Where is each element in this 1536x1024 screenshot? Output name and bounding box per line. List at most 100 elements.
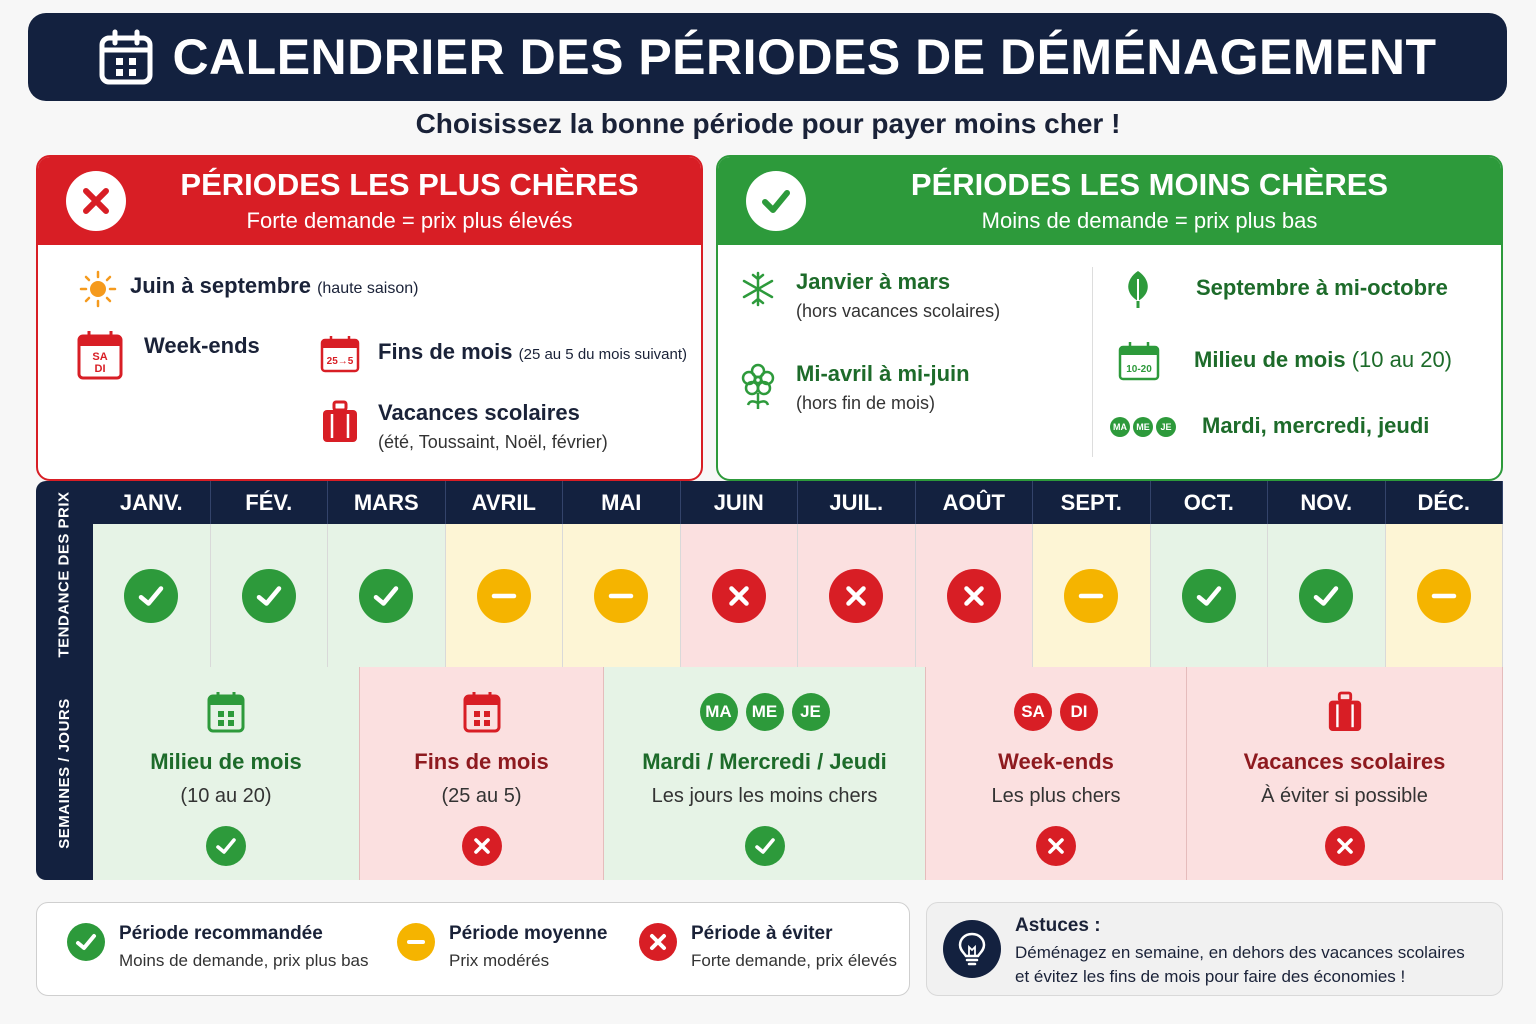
month-header: OCT. <box>1150 481 1268 524</box>
autumn-label: Septembre à mi-octobre <box>1196 275 1448 300</box>
item-holidays: Vacances scolaires (été, Toussaint, Noël… <box>320 400 608 453</box>
month-cell <box>445 524 563 667</box>
item-weekdays: MA ME JE Mardi, mercredi, jeudi <box>1110 411 1429 439</box>
tips-title: Astuces : <box>1015 915 1101 936</box>
legend-mid: Période moyenne Prix modérés <box>397 923 607 971</box>
item-spring: Mi-avril à mi-juin (hors fin de mois) <box>738 361 970 414</box>
tips-line-1: Déménagez en semaine, en dehors des vaca… <box>1015 943 1465 962</box>
pill-je: JE <box>1156 417 1176 437</box>
week-cell-sub: Les jours les moins chers <box>651 785 878 807</box>
mid-month-calendar-icon: 10-20 <box>1118 342 1160 381</box>
tips-line-2: et évitez les fins de mois pour faire de… <box>1015 967 1406 986</box>
weekend-icon-sa: SA <box>92 351 107 363</box>
sun-icon <box>79 270 117 308</box>
weekdays-label: Mardi, mercredi, jeudi <box>1202 413 1430 438</box>
trend-side-label: TENDANCE DES PRIX <box>36 481 93 667</box>
calendar-icon <box>99 29 153 85</box>
weeks-days-grid: SEMAINES / JOURS Milieu de mois (10 au 20… <box>36 667 1503 880</box>
minus-icon <box>1416 568 1471 623</box>
month-header: MAI <box>563 481 681 524</box>
page-title: CALENDRIER DES PÉRIODES DE DÉMÉNAGEMENT <box>172 29 1437 85</box>
month-cell <box>1268 524 1386 667</box>
month-cell <box>1033 524 1151 667</box>
expensive-periods-panel: PÉRIODES LES PLUS CHÈRES Forte demande =… <box>36 155 703 481</box>
legend-mid-title: Période moyenne <box>449 923 608 944</box>
month-cell <box>915 524 1033 667</box>
week-cell-sub: À éviter si possible <box>1261 785 1428 807</box>
month-header: AOÛT <box>915 481 1033 524</box>
week-cell-sub: (25 au 5) <box>441 785 522 807</box>
cross-icon <box>66 171 126 231</box>
weekends-label: Week-ends <box>144 333 260 358</box>
check-icon <box>241 568 296 623</box>
mid-month-icon-text: 10-20 <box>1126 364 1152 375</box>
winter-sub: (hors vacances scolaires) <box>796 301 1001 321</box>
legend-check-icon <box>67 923 105 961</box>
cheap-periods-panel: PÉRIODES LES MOINS CHÈRES Moins de deman… <box>716 155 1503 481</box>
week-cell-sub: Les plus chers <box>991 785 1121 807</box>
legend-bad-title: Période à éviter <box>691 923 833 944</box>
month-header: DÉC. <box>1385 481 1503 524</box>
item-weekends: SA DI Week-ends <box>76 329 260 381</box>
cheap-panel-header: PÉRIODES LES MOINS CHÈRES Moins de deman… <box>718 157 1501 245</box>
month-header: SEPT. <box>1033 481 1151 524</box>
week-cell: Vacances scolaires À éviter si possible <box>1187 667 1503 880</box>
expensive-title: PÉRIODES LES PLUS CHÈRES <box>180 166 639 202</box>
month-end-label: Fins de mois <box>378 339 513 364</box>
month-cell <box>1385 524 1503 667</box>
holidays-sub: (été, Toussaint, Noël, février) <box>378 432 608 452</box>
week-cell-title: Week-ends <box>998 749 1114 774</box>
minus-icon <box>594 568 649 623</box>
month-header: FÉV. <box>210 481 328 524</box>
week-cell-title: Vacances scolaires <box>1243 749 1446 774</box>
pill-me: ME <box>1133 417 1153 437</box>
check-icon <box>359 568 414 623</box>
expensive-subtitle: Forte demande = prix plus élevés <box>246 208 573 234</box>
week-cell: MA ME JE Mardi / Mercredi / Jeudi Les jours … <box>604 667 926 880</box>
legend-good-title: Période recommandée <box>119 923 323 944</box>
week-cell-title: Fins de mois <box>414 749 549 774</box>
expensive-panel-header: PÉRIODES LES PLUS CHÈRES Forte demande =… <box>38 157 701 245</box>
month-end-icon-text: 25→5 <box>327 356 354 367</box>
summer-note: (haute saison) <box>317 280 419 297</box>
week-cell: Milieu de mois (10 au 20) <box>93 667 360 880</box>
panel-divider <box>1092 267 1093 457</box>
week-cell-title: Milieu de mois <box>150 749 302 774</box>
month-cell <box>798 524 916 667</box>
weekend-icon-di: DI <box>95 363 106 375</box>
check-icon <box>1181 568 1236 623</box>
holidays-label: Vacances scolaires <box>378 400 580 425</box>
item-summer: Juin à septembre (haute saison) <box>78 269 418 309</box>
snowflake-icon <box>742 271 774 307</box>
check-icon <box>124 568 179 623</box>
month-cell <box>93 524 211 667</box>
lightbulb-icon <box>943 920 1001 978</box>
spring-label: Mi-avril à mi-juin <box>796 361 970 386</box>
week-cell-title: Mardi / Mercredi / Jeudi <box>642 749 887 774</box>
weekday-pills: MA ME JE <box>1110 417 1176 437</box>
month-end-calendar-icon: 25→5 <box>320 336 360 373</box>
month-header: JUIL. <box>798 481 916 524</box>
legend-minus-icon <box>397 923 435 961</box>
check-icon <box>746 171 806 231</box>
spring-sub: (hors fin de mois) <box>796 393 936 413</box>
suitcase-icon <box>1328 691 1361 731</box>
price-trend-grid: TENDANCE DES PRIX JANV. FÉV. MARS AVRIL MAI J… <box>36 481 1503 667</box>
cheap-title: PÉRIODES LES MOINS CHÈRES <box>910 166 1389 202</box>
cross-icon <box>829 568 884 623</box>
month-grid: JANV. FÉV. MARS AVRIL MAI JUIN JUIL. AOÛT SEPT. O… <box>93 481 1503 667</box>
legend: Période recommandée Moins de demande, pri… <box>36 902 910 996</box>
day-pill: JE <box>791 693 830 731</box>
leaf-icon <box>1128 271 1148 308</box>
month-header: NOV. <box>1268 481 1386 524</box>
day-pill: MA <box>699 693 738 731</box>
mid-month-label: Milieu de mois <box>1194 347 1346 372</box>
cross-icon <box>711 568 766 623</box>
month-end-note: (25 au 5 du mois suivant) <box>518 346 688 363</box>
item-autumn: Septembre à mi-octobre <box>1120 269 1448 309</box>
check-icon <box>1299 568 1354 623</box>
legend-good: Période recommandée Moins de demande, pri… <box>67 923 368 971</box>
summer-label: Juin à septembre <box>130 273 311 298</box>
cross-icon <box>1324 826 1365 866</box>
day-pill: ME <box>745 693 784 731</box>
